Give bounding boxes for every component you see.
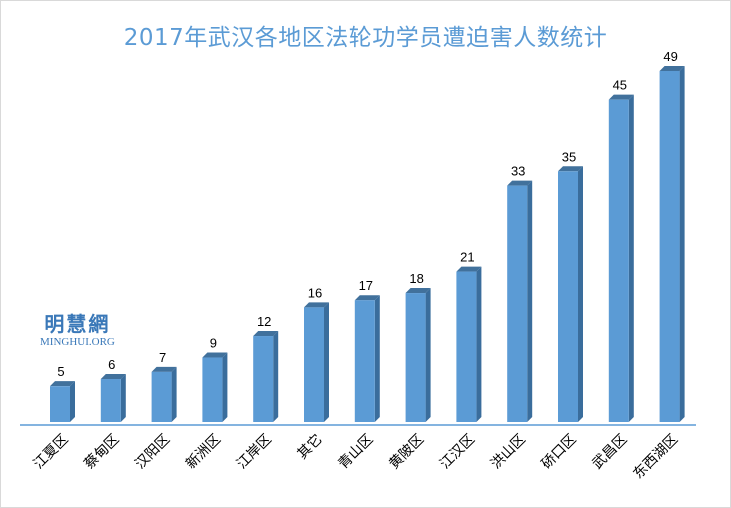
bar-side <box>120 374 126 422</box>
bar-side <box>476 266 482 422</box>
category-label: 洪山区 <box>488 431 529 472</box>
minghui-watermark: 明慧網 MINGHUI.ORG <box>40 312 115 348</box>
bar <box>608 94 634 422</box>
data-label: 21 <box>460 250 474 265</box>
bar-side <box>273 331 279 422</box>
bar-front <box>253 336 274 422</box>
bar-top <box>608 94 634 100</box>
category-label: 硚口区 <box>539 431 580 472</box>
data-label: 12 <box>257 314 271 329</box>
bar <box>456 266 482 422</box>
bar-top <box>202 352 228 358</box>
bar-front <box>50 386 70 422</box>
bar-side <box>374 295 380 422</box>
bar-front <box>100 379 121 422</box>
bar-side <box>324 302 329 422</box>
bar-top <box>507 180 533 186</box>
bar <box>507 180 533 422</box>
bar-front <box>507 185 528 422</box>
bar-top <box>304 302 329 308</box>
category-label: 汉阳区 <box>132 431 173 472</box>
bar-front <box>405 293 426 422</box>
bar-side <box>628 94 634 422</box>
bar <box>253 331 279 422</box>
data-label: 45 <box>613 78 627 93</box>
bar-front <box>151 371 172 422</box>
category-label: 江夏区 <box>31 431 72 472</box>
category-label: 江汉区 <box>437 431 478 472</box>
category-label: 黄陂区 <box>386 431 428 473</box>
chart-title: 2017年武汉各地区法轮功学员遭迫害人数统计 <box>123 25 608 51</box>
data-label: 7 <box>159 350 166 365</box>
bar-front <box>456 271 477 422</box>
bar-front <box>558 171 578 422</box>
bar <box>659 66 685 422</box>
bar-front <box>354 300 375 422</box>
bar-side <box>425 288 431 422</box>
bar-front <box>202 357 223 422</box>
bar <box>151 366 177 422</box>
bar-top <box>659 66 685 71</box>
bar-side <box>171 366 177 422</box>
data-label: 49 <box>663 49 677 64</box>
bar-top <box>253 331 279 337</box>
data-label: 6 <box>108 357 115 372</box>
bar-top <box>50 381 75 387</box>
watermark-subtext: MINGHUI.ORG <box>40 336 115 348</box>
bar <box>354 295 380 422</box>
bar-top <box>456 266 482 272</box>
bar-front <box>304 307 324 422</box>
bar <box>304 302 329 422</box>
bar-side <box>679 66 685 422</box>
category-label: 青山区 <box>335 431 376 472</box>
data-label: 16 <box>308 285 322 300</box>
bar-side <box>70 381 75 422</box>
category-label: 其它 <box>294 431 326 463</box>
data-label: 17 <box>359 278 373 293</box>
bar-side <box>222 352 228 422</box>
bar-side <box>578 166 583 422</box>
bars-group <box>50 66 685 422</box>
bar-top <box>354 295 380 301</box>
bar-front <box>608 99 629 422</box>
data-label: 35 <box>562 149 576 164</box>
bar-front <box>659 71 680 422</box>
category-label: 江岸区 <box>234 431 275 472</box>
data-label: 5 <box>57 364 64 379</box>
category-label: 武昌区 <box>589 431 630 472</box>
bar-side <box>527 180 533 422</box>
data-label: 33 <box>511 164 525 179</box>
bar <box>558 166 583 422</box>
data-label: 9 <box>210 336 217 351</box>
bar-top <box>151 366 177 372</box>
bar-top <box>100 374 126 380</box>
value-labels-group: 5 6 7 9 12 16 17 18 21 33 35 45 49 <box>57 49 677 379</box>
watermark-text: 明慧網 <box>44 312 111 336</box>
bar-top <box>405 288 431 294</box>
category-labels-group: 江夏区 蔡甸区 汉阳区 新洲区 江岸区 其它 青山区 黄陂区 江汉区 洪山区 硚口区 武昌区 东西湖区 <box>31 431 682 483</box>
bar <box>202 352 228 422</box>
data-label: 18 <box>409 271 423 286</box>
bar <box>100 374 126 422</box>
category-label: 东西湖区 <box>630 431 681 482</box>
category-label: 蔡甸区 <box>81 431 122 472</box>
category-label: 新洲区 <box>183 431 224 472</box>
bar <box>405 288 431 422</box>
bar <box>50 381 75 422</box>
bar-top <box>558 166 583 172</box>
